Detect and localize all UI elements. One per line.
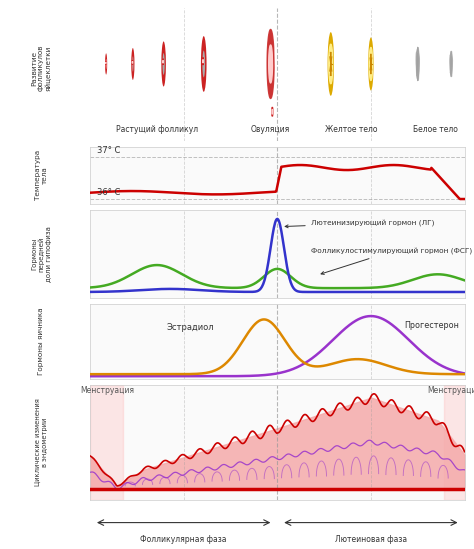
Text: Белое тело: Белое тело	[413, 125, 457, 135]
Text: Желтое тело: Желтое тело	[325, 125, 377, 135]
Circle shape	[450, 51, 453, 77]
Circle shape	[106, 59, 107, 69]
Text: Прогестерон: Прогестерон	[404, 321, 459, 330]
Circle shape	[267, 30, 274, 98]
Circle shape	[161, 41, 166, 87]
Polygon shape	[416, 47, 419, 81]
Text: Овуляция: Овуляция	[251, 125, 290, 135]
Circle shape	[329, 44, 333, 83]
Polygon shape	[450, 51, 452, 77]
Text: Менструация: Менструация	[80, 385, 134, 395]
Polygon shape	[269, 45, 273, 83]
Circle shape	[272, 109, 273, 114]
Text: Циклические изменения
в эндометрии: Циклические изменения в эндометрии	[35, 398, 48, 486]
Text: Гормоны
передней
доли гипофиза: Гормоны передней доли гипофиза	[31, 226, 52, 282]
Text: Менструация: Менструация	[427, 385, 474, 395]
Text: 36° C: 36° C	[97, 188, 120, 197]
Circle shape	[369, 48, 373, 80]
Text: Фолликулостимулирующий гормон (ФСГ): Фолликулостимулирующий гормон (ФСГ)	[311, 248, 472, 274]
Circle shape	[328, 32, 334, 96]
Circle shape	[201, 36, 207, 92]
Text: Развитие
фолликулов
яйцеклетки: Развитие фолликулов яйцеклетки	[31, 44, 52, 91]
Circle shape	[131, 48, 135, 80]
Circle shape	[105, 53, 107, 75]
Bar	[445, 385, 465, 500]
Circle shape	[272, 107, 273, 116]
Text: Растущий фолликул: Растущий фолликул	[116, 125, 198, 135]
Text: 37° C: 37° C	[97, 147, 120, 155]
Circle shape	[368, 37, 374, 91]
Circle shape	[416, 47, 419, 81]
Polygon shape	[267, 30, 274, 98]
Text: Температура
тела: Температура тела	[35, 150, 48, 200]
Text: Гормоны яичника: Гормоны яичника	[38, 307, 45, 375]
Text: Лютеинизирующий гормон (ЛГ): Лютеинизирующий гормон (ЛГ)	[285, 220, 434, 228]
Text: Эстрадиол: Эстрадиол	[166, 323, 214, 332]
Circle shape	[163, 53, 164, 75]
Bar	[90, 385, 124, 500]
Text: Лютеиновая фаза: Лютеиновая фаза	[335, 535, 407, 544]
Circle shape	[202, 51, 205, 77]
Circle shape	[132, 57, 134, 71]
Circle shape	[163, 59, 164, 65]
Text: Фолликулярная фаза: Фолликулярная фаза	[140, 535, 227, 544]
